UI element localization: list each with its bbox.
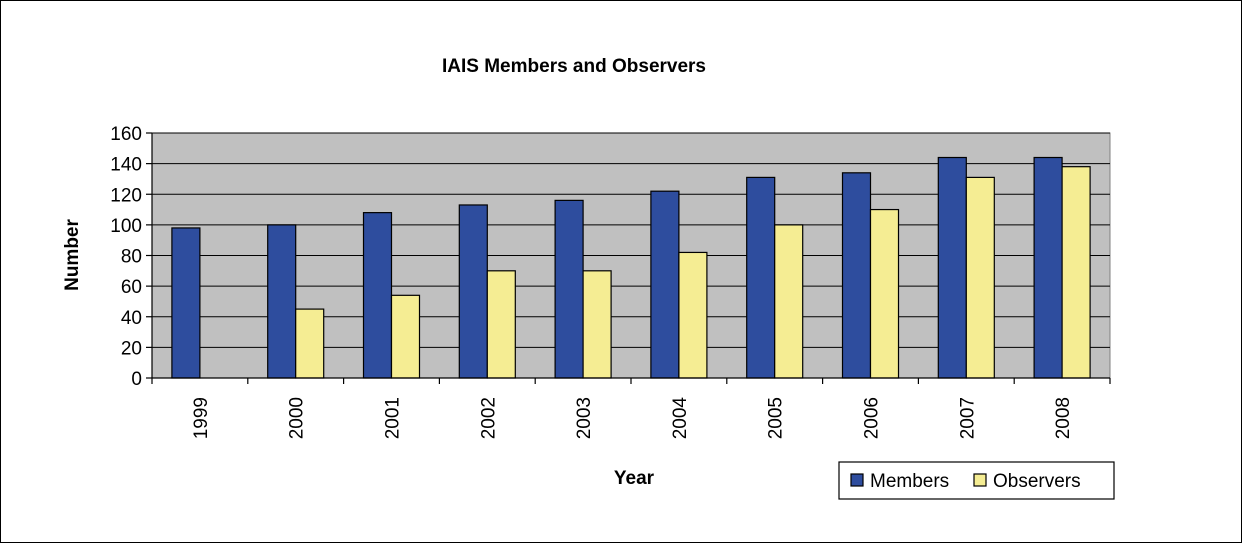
bar-members-1999 <box>171 227 201 379</box>
bar-observers-2001 <box>390 294 421 379</box>
chart-title: IAIS Members and Observers <box>442 56 706 77</box>
x-tick-label-2000: 2000 <box>287 397 308 439</box>
bars <box>171 156 1091 379</box>
y-tick-label: 80 <box>121 247 142 268</box>
y-tick-label: 140 <box>110 155 142 176</box>
legend-swatch-observers <box>973 473 987 487</box>
bar-members-2004 <box>650 190 680 379</box>
bar-observers-2006 <box>869 208 900 379</box>
y-tick-label: 60 <box>121 277 142 298</box>
y-axis-label: Number <box>62 219 83 291</box>
y-tick-label: 120 <box>110 185 142 206</box>
bar-members-2003 <box>554 199 584 379</box>
legend-label-observers: Observers <box>993 471 1081 492</box>
x-tick-label-1999: 1999 <box>191 397 212 439</box>
y-tick-label: 100 <box>110 216 142 237</box>
x-tick-label-2008: 2008 <box>1053 397 1074 439</box>
bar-members-2008 <box>1033 156 1063 379</box>
bar-observers-2000 <box>295 308 325 379</box>
legend: Members Observers <box>838 461 1115 500</box>
y-tick-label: 40 <box>121 308 142 329</box>
bar-members-2007 <box>937 156 967 379</box>
legend-swatch-members <box>850 473 864 487</box>
x-tick-label-2001: 2001 <box>383 397 404 439</box>
y-tick-label: 160 <box>110 124 142 145</box>
x-tick-label-2003: 2003 <box>574 397 595 439</box>
legend-label-members: Members <box>870 471 949 492</box>
x-tick-label-2002: 2002 <box>478 397 499 439</box>
bar-members-2006 <box>841 172 872 379</box>
bar-observers-2007 <box>965 176 995 379</box>
bar-observers-2008 <box>1061 166 1091 379</box>
y-tick-label: 0 <box>131 369 142 390</box>
x-tick-label-2007: 2007 <box>957 397 978 439</box>
bar-members-2002 <box>458 204 488 379</box>
bar-members-2000 <box>267 224 297 379</box>
bar-members-2005 <box>746 176 776 379</box>
x-tick-label-2006: 2006 <box>862 397 883 439</box>
axes <box>146 132 1111 384</box>
bar-observers-2003 <box>582 270 612 379</box>
x-tick-label-2005: 2005 <box>766 397 787 439</box>
y-tick-label: 20 <box>121 338 142 359</box>
bar-observers-2002 <box>486 270 516 379</box>
x-axis-label: Year <box>614 468 655 489</box>
y-tick-labels: 0 20 40 60 80 100 120 140 160 <box>110 124 142 390</box>
x-tick-label-2004: 2004 <box>670 397 691 440</box>
bar-observers-2005 <box>774 224 804 379</box>
bar-members-2001 <box>362 212 393 379</box>
x-tick-labels: 1999 2000 2001 2002 2003 2004 2005 2006 2007 2008 <box>191 397 1074 440</box>
bar-observers-2004 <box>678 251 708 379</box>
